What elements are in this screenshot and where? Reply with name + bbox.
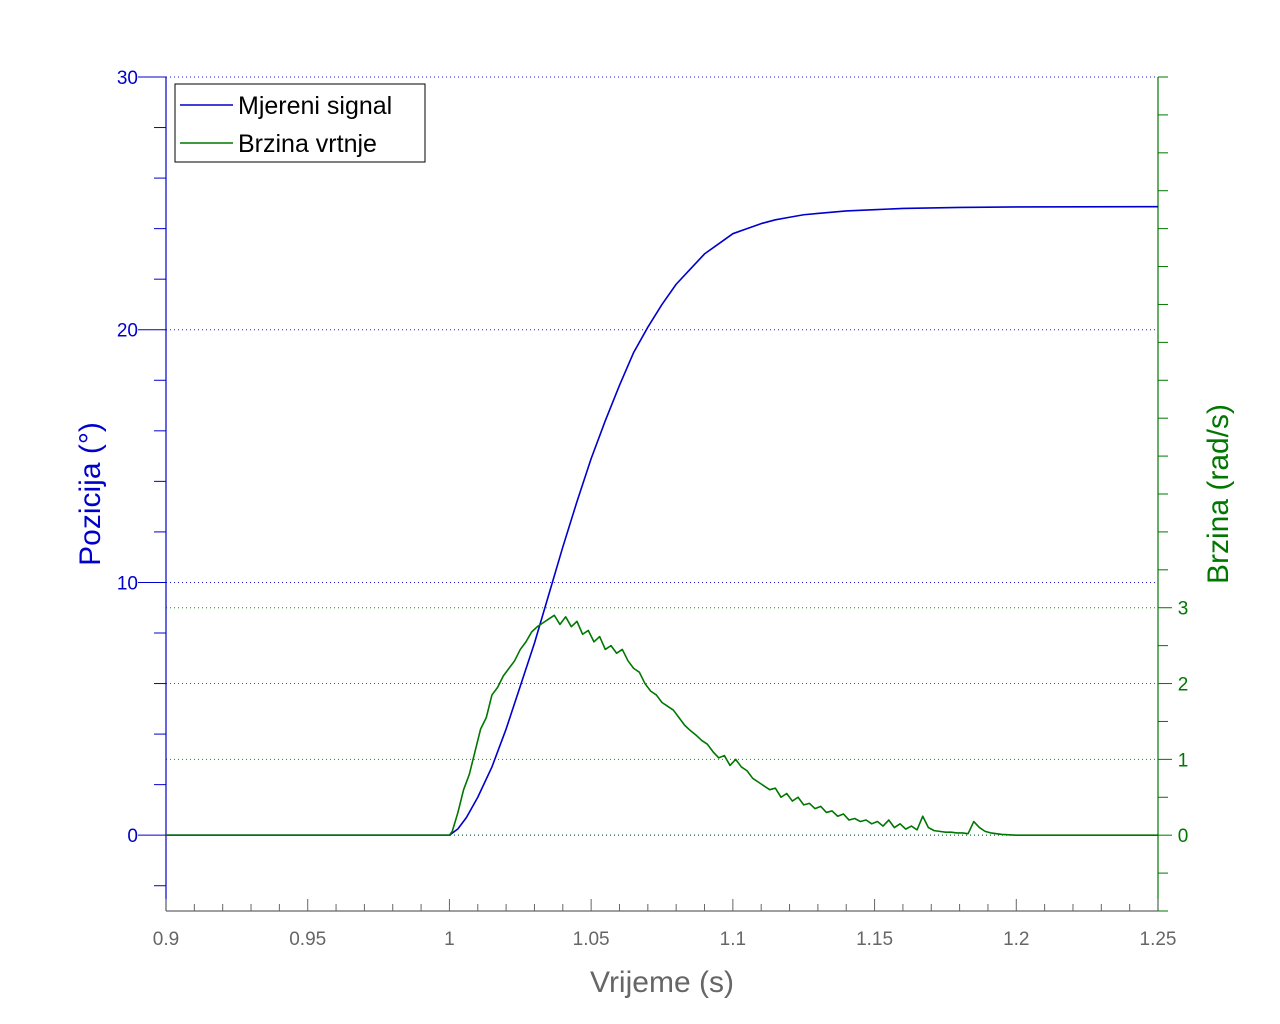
x-tick-label: 1.15: [856, 929, 893, 950]
y-right-tick-label: 3: [1178, 599, 1189, 620]
series-line-mjereni-signal: [166, 205, 1159, 836]
y-left-tick-label: 20: [117, 321, 138, 342]
axes: 0.9 0.95 1 1.05 1.1 1.15 1.2 1.25 0 10 20 30 0 1 2 3: [117, 68, 1188, 950]
grid-lines: [166, 76, 1158, 836]
y-right-tick-label: 1: [1178, 750, 1189, 771]
x-tick-label: 1.2: [1003, 929, 1029, 950]
legend-box: [174, 83, 426, 163]
series-layer: [166, 205, 1159, 836]
y-left-tick-label: 0: [127, 826, 138, 847]
legend-label-mjereni-signal: Mjereni signal: [238, 92, 392, 120]
x-tick-label: 0.95: [289, 929, 326, 950]
series-line-brzina-vrtnje: [166, 614, 1158, 836]
y-left-tick-label: 30: [117, 68, 138, 89]
y-right-tick-label: 0: [1178, 826, 1189, 847]
y-right-tick-label: 2: [1178, 675, 1189, 696]
y-left-tick-label: 10: [117, 573, 138, 594]
y-axis-label-left: Pozicija (°): [74, 422, 107, 566]
legend: Mjereni signal Brzina vrtnje: [174, 83, 426, 163]
x-tick-label: 1.1: [720, 929, 746, 950]
x-tick-label: 1: [444, 929, 455, 950]
x-tick-label: 1.05: [573, 929, 610, 950]
x-axis-label: Vrijeme (s): [590, 966, 734, 999]
legend-label-brzina-vrtnje: Brzina vrtnje: [238, 130, 377, 158]
x-tick-label: 0.9: [153, 929, 179, 950]
y-axis-label-right: Brzina (rad/s): [1202, 404, 1235, 584]
x-tick-label: 1.25: [1140, 929, 1177, 950]
